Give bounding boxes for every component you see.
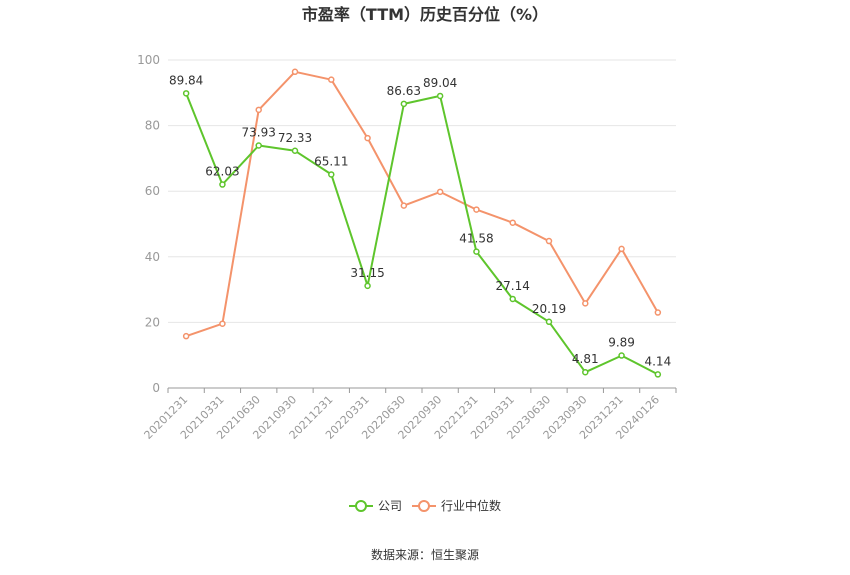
data-label: 27.14	[496, 279, 530, 293]
grid: 0 20 40 60 80 100	[137, 53, 676, 395]
data-point	[654, 371, 662, 378]
data-point	[582, 300, 589, 307]
data-point	[364, 282, 371, 290]
source-note: 数据来源：恒生聚源	[371, 547, 479, 562]
data-point	[182, 332, 190, 340]
data-point	[255, 106, 262, 114]
data-label: 4.81	[572, 352, 599, 366]
data-label: 72.33	[278, 131, 312, 145]
legend-label: 行业中位数	[441, 498, 501, 513]
data-label: 41.58	[459, 232, 493, 246]
series-line	[185, 70, 659, 338]
data-point	[509, 219, 516, 226]
data-label: 86.63	[387, 84, 421, 98]
data-point	[436, 188, 444, 196]
data-point	[400, 202, 408, 209]
data-point	[473, 248, 480, 255]
y-tick-label: 80	[145, 119, 160, 133]
series-layer	[182, 68, 662, 378]
data-label: 89.04	[423, 76, 457, 90]
data-point	[545, 318, 553, 326]
legend-label: 公司	[378, 499, 402, 513]
y-tick-label: 20	[145, 315, 160, 329]
y-tick-label: 100	[137, 53, 160, 67]
chart-title: 市盈率（TTM）历史百分位（%）	[302, 5, 548, 24]
data-point	[255, 142, 262, 149]
data-point	[436, 92, 444, 100]
data-label: 73.93	[242, 126, 276, 140]
data-point	[219, 320, 226, 327]
legend-marker	[355, 500, 367, 512]
data-label: 20.19	[532, 302, 566, 316]
legend: 公司 行业中位数	[349, 498, 501, 513]
data-point	[291, 147, 299, 155]
x-axis: 2020123120210331202106302021093020211231…	[142, 387, 677, 442]
data-point	[400, 100, 408, 108]
y-tick-label: 60	[145, 184, 160, 198]
data-point	[545, 237, 553, 245]
data-point	[654, 309, 662, 316]
data-point	[509, 295, 516, 303]
data-label: 62.03	[205, 165, 239, 179]
y-tick-label: 40	[145, 250, 160, 264]
data-point	[219, 181, 226, 188]
legend-marker	[418, 500, 430, 512]
data-point	[618, 245, 625, 253]
data-point	[291, 68, 299, 76]
data-label: 65.11	[314, 154, 348, 168]
data-label: 31.15	[350, 266, 384, 280]
data-point	[473, 206, 480, 213]
data-point	[618, 352, 625, 359]
data-label: 89.84	[169, 73, 203, 87]
data-point	[582, 368, 589, 376]
data-point	[364, 134, 371, 142]
data-point	[182, 90, 190, 97]
data-label: 9.89	[608, 336, 635, 350]
data-point	[328, 76, 335, 83]
data-label: 4.14	[644, 354, 671, 368]
y-tick-label: 0	[152, 381, 160, 395]
series-line	[185, 92, 659, 376]
data-point	[328, 171, 335, 178]
